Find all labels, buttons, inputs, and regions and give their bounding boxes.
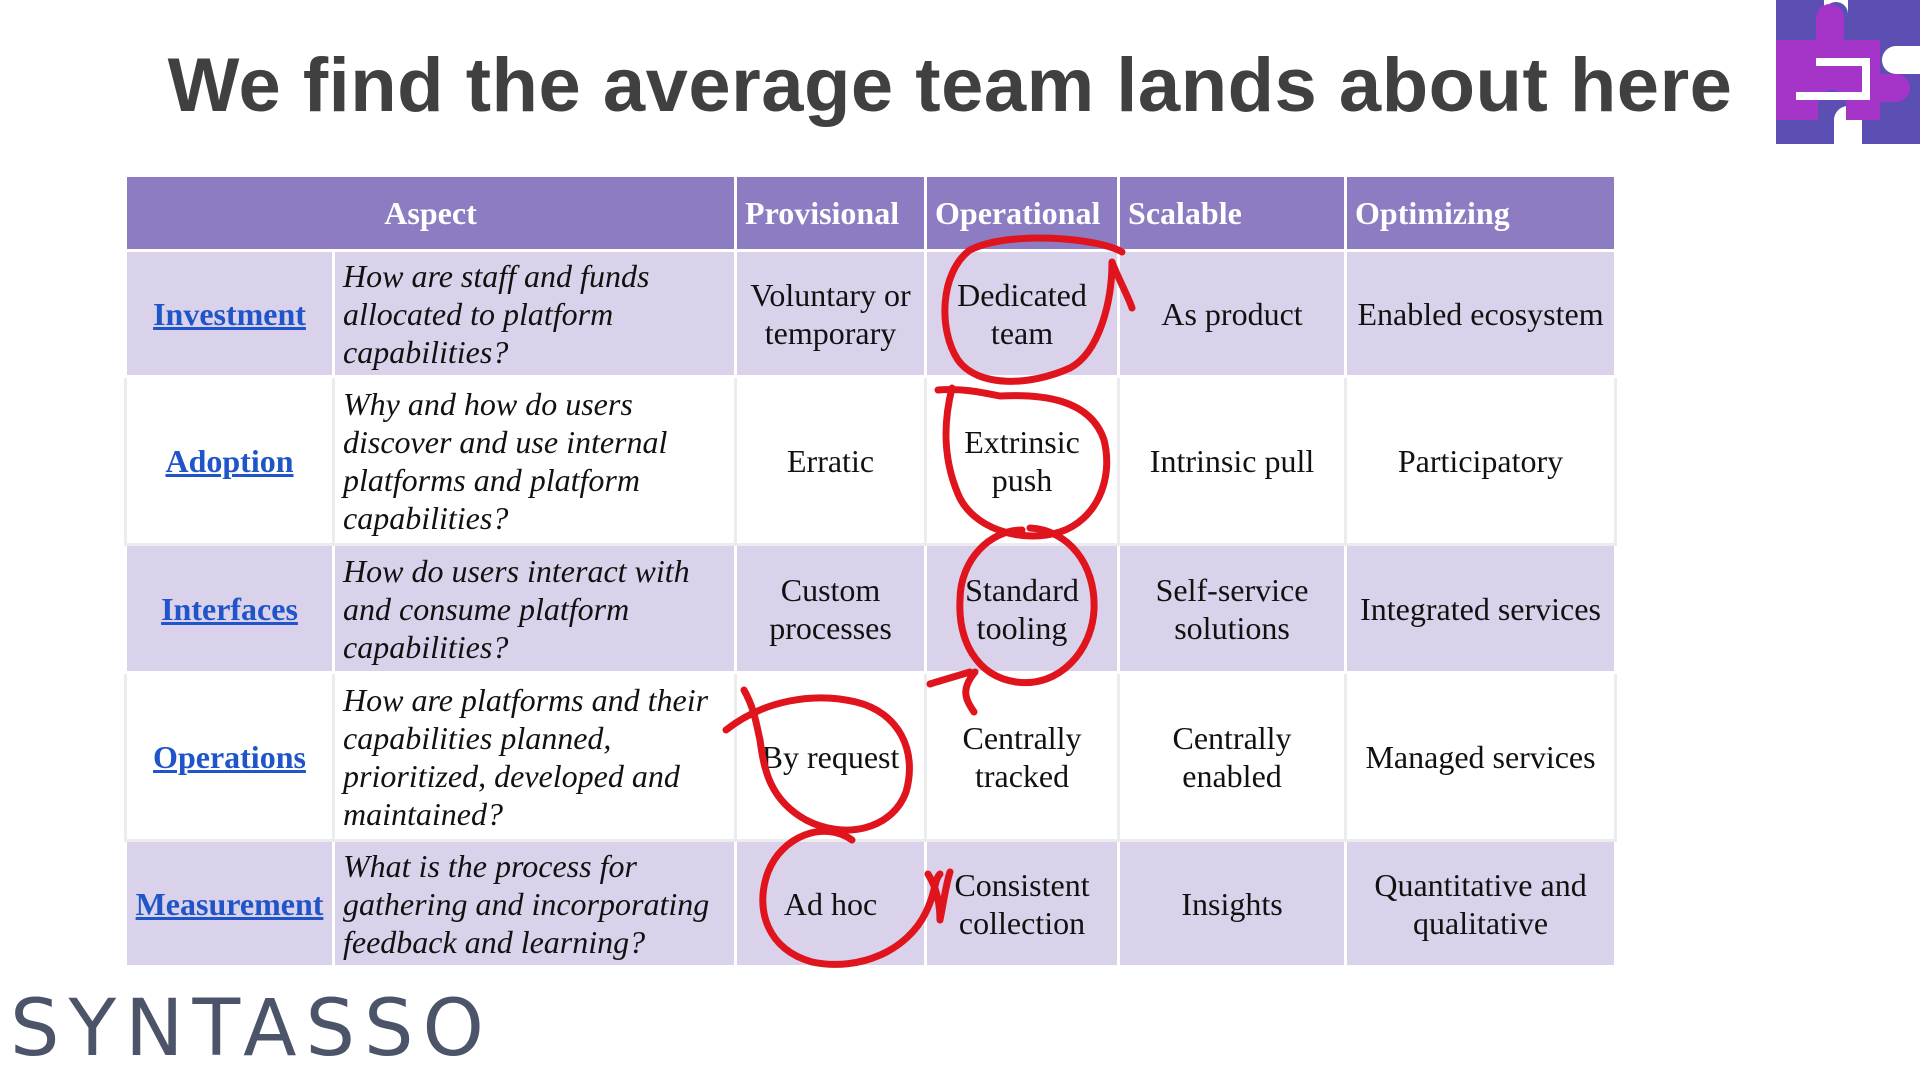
cell-provisional: Erratic: [734, 375, 928, 546]
cell-operational: Extrinsic push: [924, 375, 1121, 546]
header-optimizing: Optimizing: [1344, 174, 1618, 252]
aspect-link-operations[interactable]: Operations: [124, 671, 335, 842]
brand-wordmark: SYNTASSO: [10, 984, 493, 1074]
cell-scalable: Centrally enabled: [1117, 671, 1348, 842]
aspect-question: How are staff and funds allocated to pla…: [331, 249, 738, 378]
cell-scalable: As product: [1117, 249, 1348, 378]
cell-provisional: By request: [734, 671, 928, 842]
aspect-link-interfaces[interactable]: Interfaces: [124, 543, 335, 674]
puzzle-pieces-icon: [1776, 0, 1920, 144]
header-aspect: Aspect: [123, 174, 738, 252]
aspect-link-adoption[interactable]: Adoption: [124, 375, 335, 546]
aspect-question: How are platforms and their capabilities…: [331, 671, 738, 842]
aspect-question: What is the process for gathering and in…: [331, 839, 738, 968]
header-scalable: Scalable: [1117, 174, 1348, 252]
cell-optimizing: Managed services: [1344, 671, 1618, 842]
cell-optimizing: Participatory: [1344, 375, 1618, 546]
header-provisional: Provisional: [734, 174, 928, 252]
cell-scalable: Self-service solutions: [1117, 543, 1348, 674]
cell-scalable: Intrinsic pull: [1117, 375, 1348, 546]
table-row: Adoption Why and how do users discover a…: [124, 375, 1618, 546]
cell-provisional: Voluntary or temporary: [734, 249, 928, 378]
cell-optimizing: Quantitative and qualitative: [1344, 839, 1618, 968]
cell-operational: Dedicated team: [924, 249, 1121, 378]
table-row: Investment How are staff and funds alloc…: [124, 249, 1618, 378]
cell-operational: Standard tooling: [924, 543, 1121, 674]
maturity-table-container: Aspect Provisional Operational Scalable …: [123, 174, 1618, 968]
cell-provisional: Ad hoc: [734, 839, 928, 968]
maturity-table: Aspect Provisional Operational Scalable …: [123, 174, 1618, 968]
table-row: Interfaces How do users interact with an…: [124, 543, 1618, 674]
aspect-question: Why and how do users discover and use in…: [331, 375, 738, 546]
cell-optimizing: Integrated services: [1344, 543, 1618, 674]
cell-scalable: Insights: [1117, 839, 1348, 968]
cell-provisional: Custom processes: [734, 543, 928, 674]
aspect-link-measurement[interactable]: Measurement: [124, 839, 335, 968]
table-row: Operations How are platforms and their c…: [124, 671, 1618, 842]
header-operational: Operational: [924, 174, 1121, 252]
aspect-link-investment[interactable]: Investment: [124, 249, 335, 378]
cell-operational: Consistent collection: [924, 839, 1121, 968]
aspect-question: How do users interact with and consume p…: [331, 543, 738, 674]
table-header-row: Aspect Provisional Operational Scalable …: [123, 174, 1618, 252]
cell-operational: Centrally tracked: [924, 671, 1121, 842]
slide-title: We find the average team lands about her…: [167, 43, 1733, 128]
table-row: Measurement What is the process for gath…: [124, 839, 1618, 968]
cell-optimizing: Enabled ecosystem: [1344, 249, 1618, 378]
